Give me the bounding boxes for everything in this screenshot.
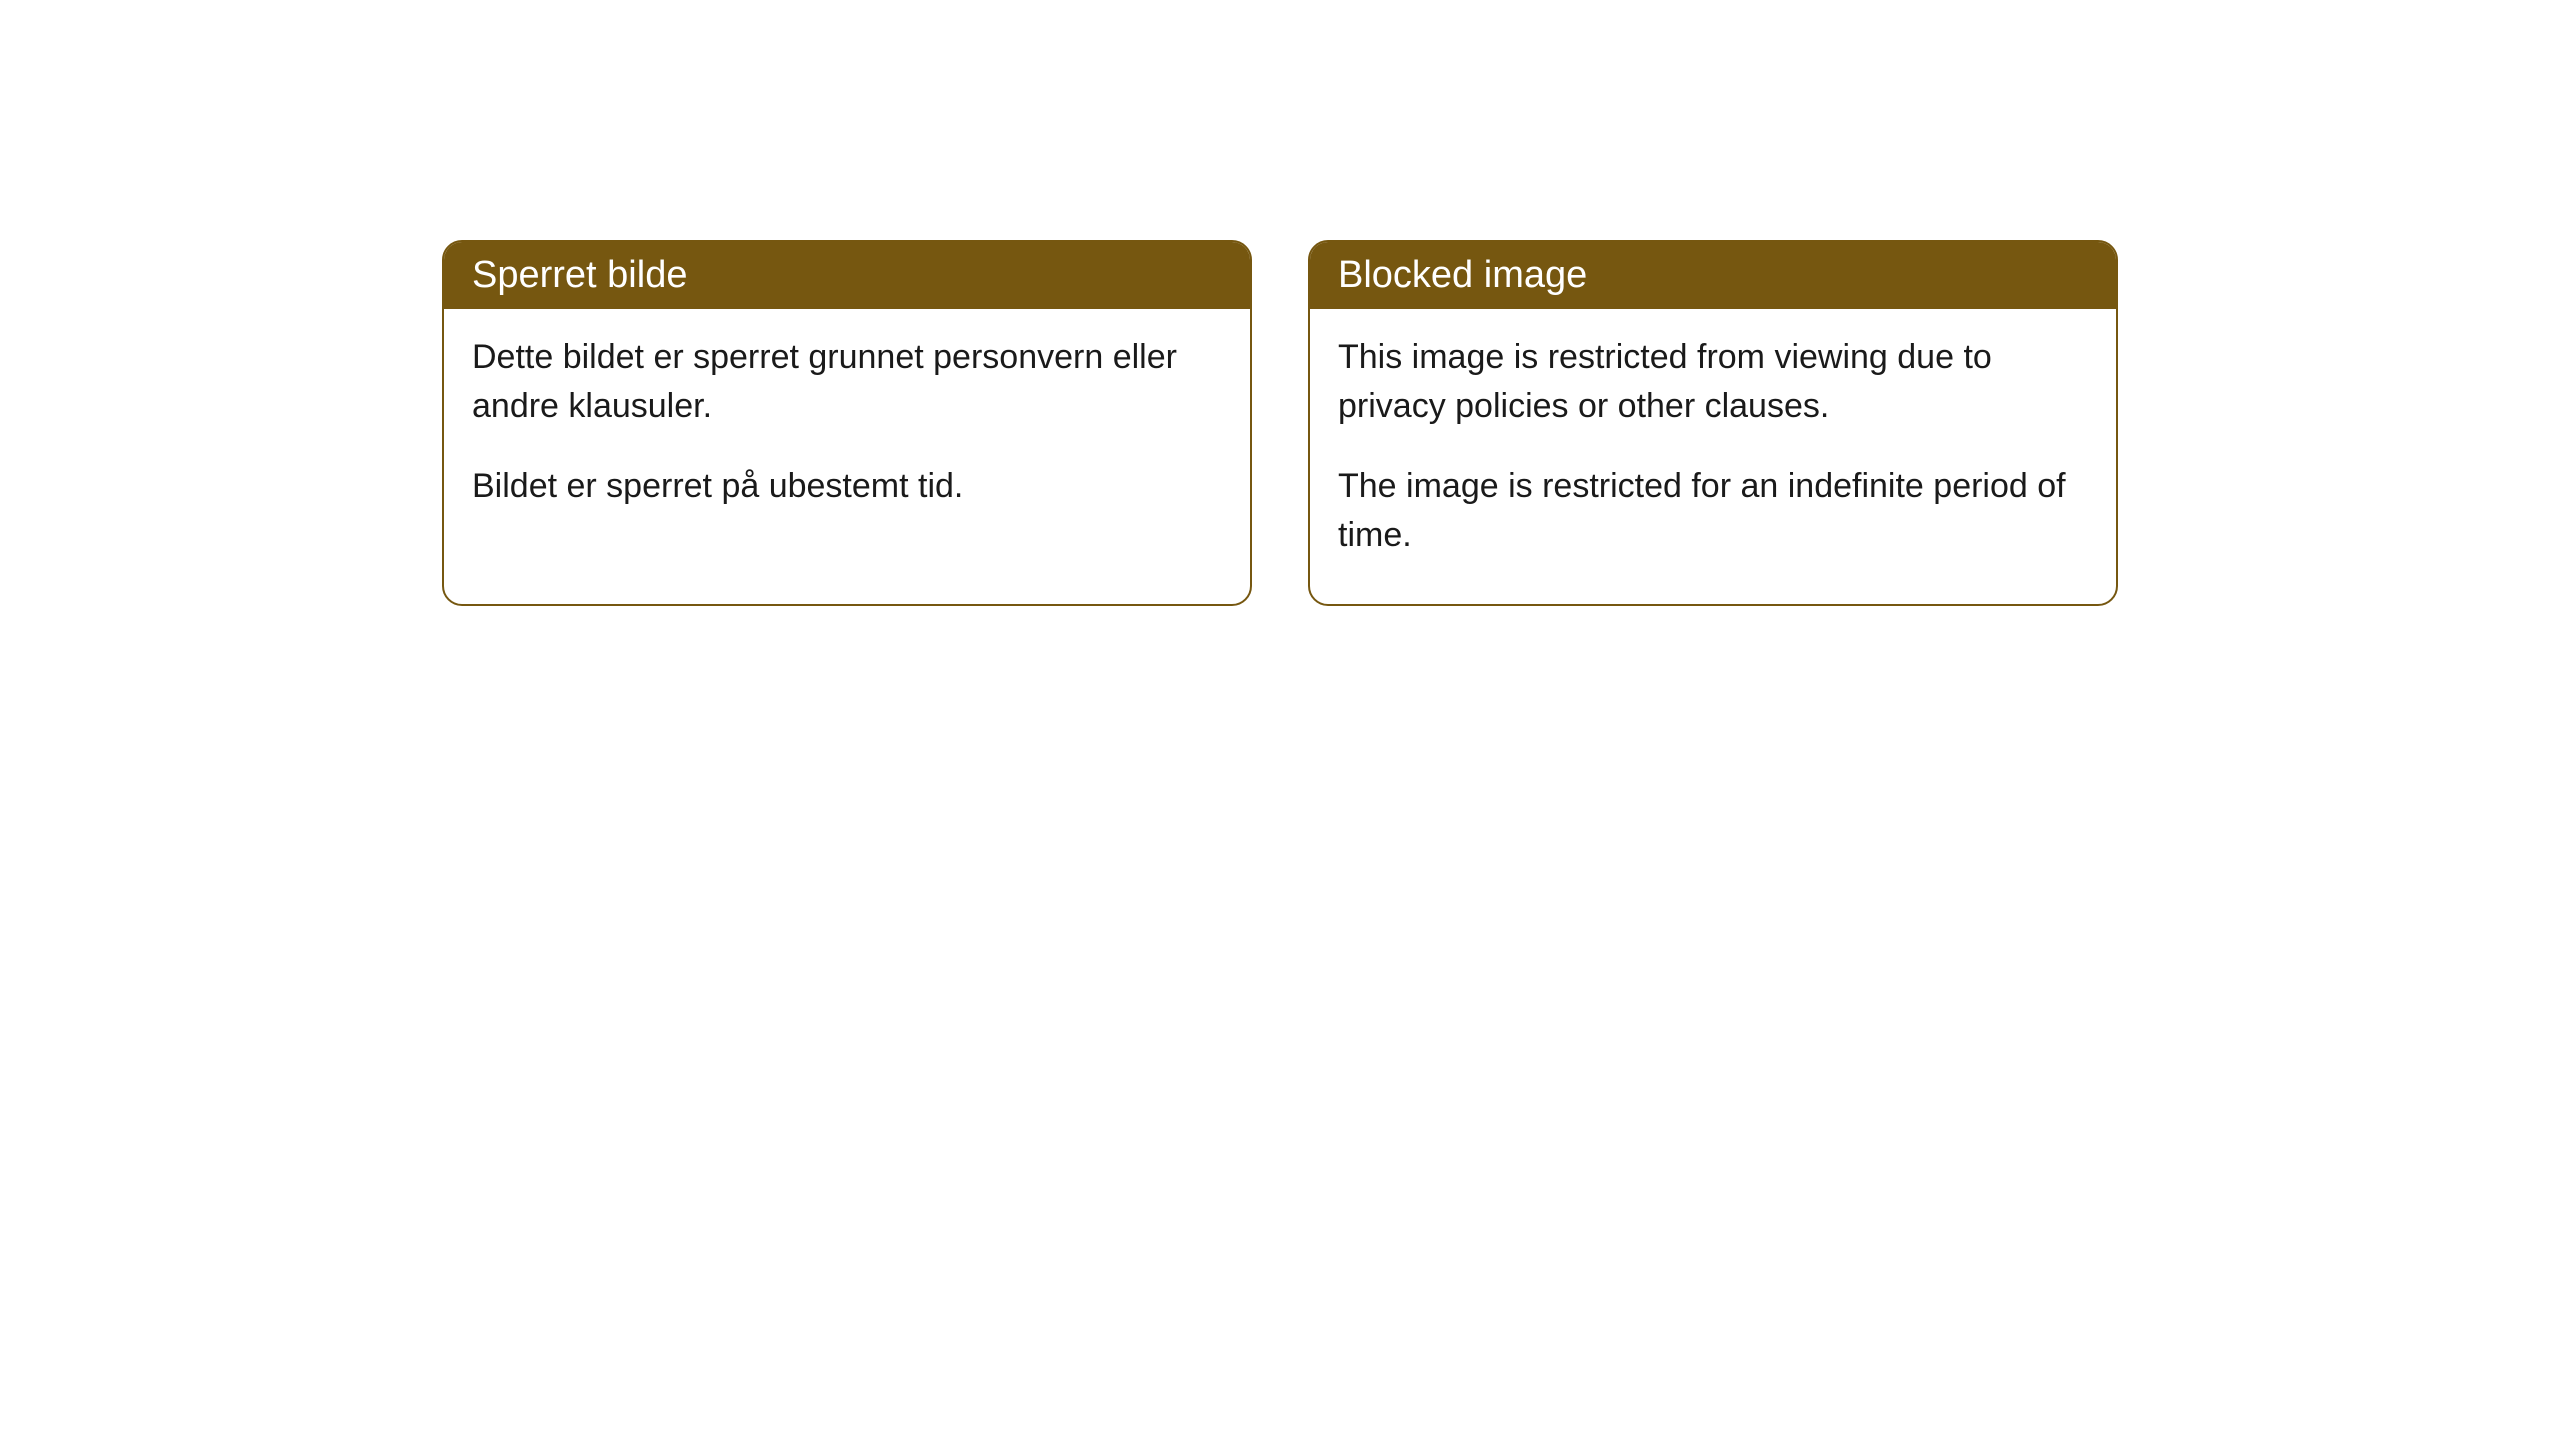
notice-paragraph-1: Dette bildet er sperret grunnet personve… [472,333,1222,432]
notice-paragraph-1: This image is restricted from viewing du… [1338,333,2088,432]
notice-cards-row: Sperret bilde Dette bildet er sperret gr… [0,240,2560,606]
card-title: Sperret bilde [472,254,687,296]
blocked-image-card-english: Blocked image This image is restricted f… [1308,240,2118,606]
card-body: This image is restricted from viewing du… [1310,309,2116,604]
card-header: Blocked image [1310,242,2116,309]
card-header: Sperret bilde [444,242,1250,309]
card-title: Blocked image [1338,254,1587,296]
notice-paragraph-2: Bildet er sperret på ubestemt tid. [472,462,1222,511]
blocked-image-card-norwegian: Sperret bilde Dette bildet er sperret gr… [442,240,1252,606]
notice-paragraph-2: The image is restricted for an indefinit… [1338,462,2088,561]
card-body: Dette bildet er sperret grunnet personve… [444,309,1250,555]
